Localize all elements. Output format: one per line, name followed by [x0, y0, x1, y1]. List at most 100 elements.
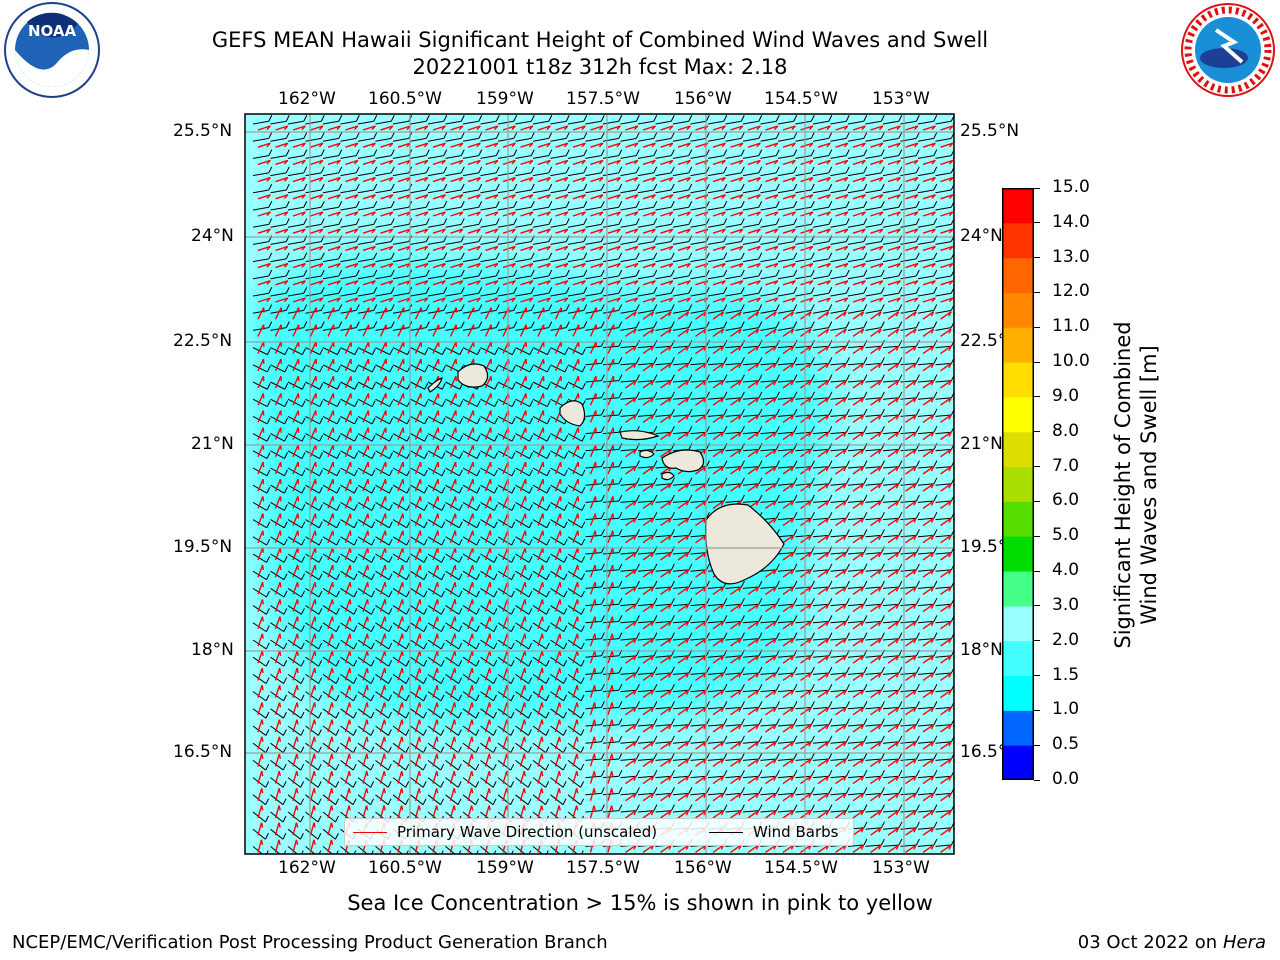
wind-barb-flag [583, 304, 588, 311]
wind-barb-flag [545, 868, 548, 874]
wind-barb [532, 172, 549, 177]
wind-barb-flag [969, 581, 972, 587]
wind-barb [655, 327, 672, 331]
wind-barb [462, 206, 479, 211]
wind-barb-flag [495, 269, 500, 277]
wind-barb [445, 364, 461, 373]
wind-barb [655, 189, 672, 194]
wind-barb [865, 137, 882, 142]
wind-barb [655, 292, 672, 297]
wind-barb [865, 258, 882, 263]
wind-barb [392, 364, 408, 373]
wind-barb [340, 292, 357, 297]
wind-barb [515, 241, 532, 245]
wind-barb [620, 345, 637, 349]
wind-barb-flag [653, 252, 658, 260]
wind-barb-flag [670, 114, 675, 122]
wind-barb [637, 258, 654, 263]
wind-barb-flag [530, 149, 535, 156]
wind-barb-flag [880, 304, 885, 311]
wind-barb-flag [530, 166, 535, 174]
wind-barb-flag [723, 269, 728, 277]
wind-barb [672, 345, 689, 349]
wave-arrow [958, 143, 970, 147]
wind-barb [812, 223, 829, 228]
wind-barb-flag [530, 321, 535, 328]
wind-barb-flag [670, 218, 675, 225]
wind-barb [252, 364, 268, 373]
wind-barb [952, 845, 954, 847]
wind-barb-flag [618, 132, 623, 139]
wind-barb [585, 258, 602, 263]
wind-barb [882, 120, 899, 125]
wind-barb [900, 362, 917, 366]
wind-barb-flag [530, 252, 535, 260]
wind-barb [725, 362, 742, 366]
wind-barb [340, 258, 357, 263]
wind-barb-flag [495, 200, 500, 208]
wind-barb [672, 137, 689, 142]
wind-barb-flag [828, 218, 833, 225]
wind-barb [935, 380, 952, 383]
wind-barb [742, 137, 759, 142]
wind-barb [410, 258, 427, 263]
wind-barb-flag [915, 114, 920, 122]
wind-barb-flag [653, 374, 658, 381]
wind-barb-flag [319, 365, 324, 373]
wind-barb [497, 189, 514, 194]
wind-barb [777, 137, 794, 142]
wind-barb [812, 327, 829, 331]
wind-barb [952, 415, 954, 417]
wind-barb-flag [635, 357, 640, 364]
wind-barb-flag [969, 529, 972, 535]
wind-barb-flag [319, 348, 324, 355]
wind-barb [515, 364, 531, 373]
wind-barb-flag [863, 166, 868, 174]
wind-barb [672, 362, 689, 366]
wind-barb [462, 241, 479, 245]
wind-barb-flag [688, 132, 693, 139]
wind-barb-flag [530, 286, 535, 294]
wind-barb [497, 398, 513, 408]
wind-barb [812, 172, 829, 177]
wind-barb-flag [898, 252, 903, 260]
wind-barb-flag [880, 132, 885, 139]
wind-barb [917, 241, 934, 245]
wind-barb-flag [828, 269, 833, 277]
wind-barb [742, 206, 759, 211]
wind-barb-flag [880, 357, 885, 364]
wind-barb [550, 381, 565, 390]
wind-barb-flag [969, 426, 972, 432]
wind-barb [497, 292, 514, 297]
wind-barb-flag [723, 252, 728, 260]
wind-barb-flag [775, 357, 780, 364]
wave-arrow-head [967, 178, 970, 182]
wind-barb [550, 292, 567, 297]
wind-barb [742, 223, 759, 228]
wind-barb [602, 172, 619, 177]
wind-barb-flag [443, 269, 448, 277]
wind-barb-flag [810, 321, 815, 328]
wind-barb-flag [266, 348, 271, 355]
wind-barb-flag [635, 132, 640, 139]
wind-barb-flag [775, 114, 780, 122]
wind-barb-flag [581, 348, 586, 355]
wave-arrow-head [967, 160, 970, 164]
wind-barb [777, 258, 794, 263]
wind-barb-flag [513, 149, 518, 156]
wind-barb-flag [530, 114, 535, 122]
wind-barb-flag [845, 374, 850, 381]
wind-barb-flag [723, 339, 728, 347]
wind-barb-flag [793, 374, 798, 381]
wind-barb-flag [268, 321, 273, 328]
wind-barb-flag [828, 374, 833, 381]
wind-barb [340, 398, 355, 408]
wind-barb-flag [845, 218, 850, 225]
wind-barb [690, 206, 707, 211]
wind-barb-flag [705, 339, 710, 347]
wind-barb-flag [635, 149, 640, 156]
wind-barb-flag [355, 218, 360, 225]
wind-barb-flag [443, 132, 448, 139]
wind-barb-flag [425, 286, 430, 294]
wind-barb [287, 292, 304, 297]
